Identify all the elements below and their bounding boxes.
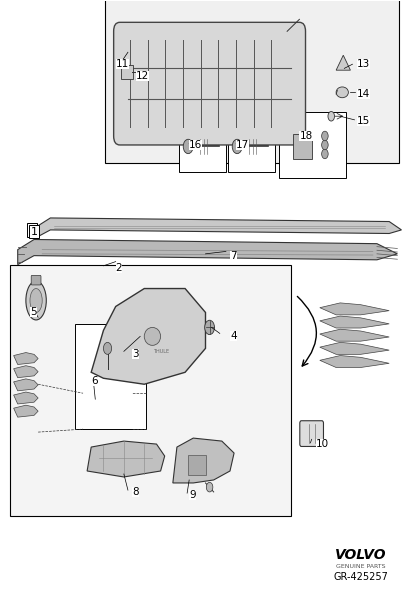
Text: 18: 18 — [299, 131, 313, 141]
Polygon shape — [14, 365, 38, 377]
Text: 10: 10 — [316, 439, 329, 449]
FancyBboxPatch shape — [300, 421, 323, 447]
Circle shape — [104, 343, 112, 355]
Text: GR-425257: GR-425257 — [333, 572, 388, 582]
Polygon shape — [173, 438, 234, 483]
Circle shape — [322, 149, 328, 159]
Text: 5: 5 — [30, 308, 37, 317]
FancyBboxPatch shape — [121, 66, 133, 79]
Bar — [228, 121, 275, 172]
Text: 15: 15 — [356, 116, 370, 126]
Text: 4: 4 — [230, 331, 237, 341]
Polygon shape — [87, 441, 165, 477]
Text: 3: 3 — [132, 349, 139, 359]
Ellipse shape — [26, 281, 46, 320]
Text: 1: 1 — [30, 227, 37, 237]
Polygon shape — [38, 218, 402, 236]
Text: 8: 8 — [132, 487, 139, 497]
Polygon shape — [14, 353, 38, 365]
Text: 9: 9 — [189, 490, 196, 500]
Circle shape — [322, 140, 328, 150]
Ellipse shape — [30, 288, 42, 313]
Text: THULE: THULE — [152, 349, 169, 354]
Bar — [9, 264, 291, 516]
Text: 12: 12 — [136, 71, 149, 81]
Polygon shape — [91, 288, 206, 384]
Circle shape — [205, 320, 215, 335]
Circle shape — [328, 111, 335, 121]
Polygon shape — [18, 239, 397, 264]
Text: 1: 1 — [28, 225, 35, 235]
Text: 14: 14 — [356, 89, 370, 99]
Bar — [279, 112, 346, 178]
Bar — [75, 325, 146, 429]
FancyBboxPatch shape — [188, 455, 206, 475]
Circle shape — [232, 139, 242, 154]
Text: VOLVO: VOLVO — [335, 548, 386, 562]
Polygon shape — [14, 405, 38, 417]
Circle shape — [322, 131, 328, 141]
Text: 13: 13 — [356, 59, 370, 69]
Text: GENUINE PARTS: GENUINE PARTS — [336, 564, 386, 569]
Polygon shape — [320, 329, 389, 341]
Polygon shape — [320, 356, 389, 367]
Polygon shape — [336, 55, 351, 70]
FancyBboxPatch shape — [114, 22, 305, 145]
Text: 11: 11 — [115, 59, 129, 69]
Ellipse shape — [144, 328, 161, 346]
FancyBboxPatch shape — [31, 275, 41, 285]
FancyBboxPatch shape — [293, 134, 312, 159]
Circle shape — [206, 483, 213, 492]
Polygon shape — [320, 303, 389, 315]
Text: 16: 16 — [189, 140, 203, 150]
Text: 17: 17 — [236, 140, 249, 150]
Text: 2: 2 — [115, 263, 122, 273]
Polygon shape — [320, 316, 389, 328]
Circle shape — [183, 139, 193, 154]
Text: 6: 6 — [91, 376, 98, 386]
Text: 7: 7 — [230, 251, 237, 261]
Bar — [106, 0, 399, 163]
Polygon shape — [320, 343, 389, 355]
Ellipse shape — [336, 87, 349, 98]
Bar — [179, 121, 226, 172]
Polygon shape — [14, 392, 38, 404]
Polygon shape — [14, 379, 38, 391]
